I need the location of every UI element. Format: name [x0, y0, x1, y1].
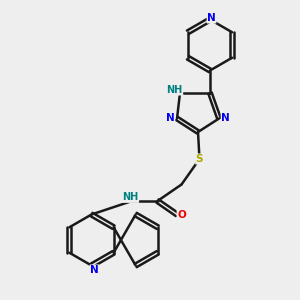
Text: N: N	[221, 113, 230, 124]
Text: O: O	[177, 209, 186, 220]
Text: N: N	[90, 265, 99, 275]
Text: N: N	[166, 113, 175, 124]
Text: NH: NH	[167, 85, 183, 95]
Text: S: S	[196, 154, 203, 164]
Text: NH: NH	[122, 192, 139, 203]
Text: N: N	[207, 13, 216, 23]
